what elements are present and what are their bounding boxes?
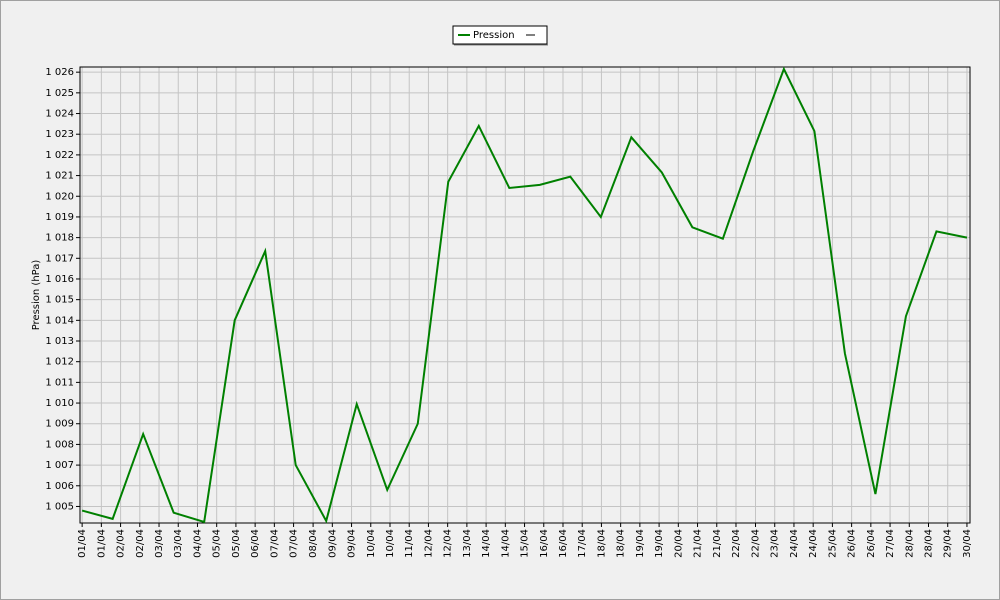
y-tick-label: 1 020 <box>45 191 74 202</box>
x-tick-label: 29/04 <box>943 529 954 558</box>
x-tick-label: 03/04 <box>173 529 184 558</box>
legend-box <box>452 25 548 45</box>
plot-border <box>79 66 971 524</box>
x-tick-label: 24/04 <box>808 529 819 558</box>
x-tick-label: 22/04 <box>751 529 762 558</box>
x-tick-label: 09/04 <box>327 529 338 558</box>
x-tick-label: 07/04 <box>289 529 300 558</box>
x-tick-label: 16/04 <box>539 529 550 558</box>
x-tick-label: 09/04 <box>347 529 358 558</box>
y-tick-label: 1 018 <box>45 233 74 244</box>
x-tick-label: 18/04 <box>596 529 607 558</box>
x-tick-label: 15/04 <box>520 529 531 558</box>
y-tick-label: 1 017 <box>45 253 74 264</box>
legend-label: Pression <box>473 30 515 41</box>
y-tick-label: 1 014 <box>45 315 74 326</box>
x-tick-label: 03/04 <box>154 529 165 558</box>
y-tick-label: 1 016 <box>45 274 74 285</box>
y-tick-label: 1 023 <box>45 129 74 140</box>
x-tick-label: 26/04 <box>866 529 877 558</box>
x-tick-label: 28/04 <box>904 529 915 558</box>
x-tick-label: 30/04 <box>962 529 973 558</box>
x-tick-label: 13/04 <box>462 529 473 558</box>
y-tick-label: 1 026 <box>45 67 74 78</box>
x-tick-label: 20/04 <box>673 529 684 558</box>
x-tick-label: 18/04 <box>616 529 627 558</box>
x-tick-label: 02/04 <box>135 529 146 558</box>
x-tick-label: 14/04 <box>481 529 492 558</box>
x-tick-label: 04/04 <box>192 529 203 558</box>
y-tick-label: 1 010 <box>45 398 74 409</box>
x-tick-label: 01/04 <box>77 529 88 558</box>
x-tick-label: 19/04 <box>635 529 646 558</box>
y-tick-label: 1 024 <box>45 109 74 120</box>
x-tick-label: 11/04 <box>404 529 415 558</box>
x-tick-label: 10/04 <box>385 529 396 558</box>
x-tick-label: 16/04 <box>558 529 569 558</box>
x-tick-label: 12/04 <box>423 529 434 558</box>
y-tick-label: 1 008 <box>45 439 74 450</box>
y-tick-label: 1 012 <box>45 357 74 368</box>
series-line <box>81 66 968 524</box>
x-tick-label: 02/04 <box>116 529 127 558</box>
x-tick-label: 25/04 <box>827 529 838 558</box>
x-tick-label: 01/04 <box>96 529 107 558</box>
x-tick-label: 24/04 <box>789 529 800 558</box>
y-tick-label: 1 019 <box>45 212 74 223</box>
y-tick-label: 1 007 <box>45 460 74 471</box>
x-tick-label: 10/04 <box>366 529 377 558</box>
x-tick-label: 28/04 <box>924 529 935 558</box>
x-tick-label: 19/04 <box>654 529 665 558</box>
x-tick-label: 22/04 <box>731 529 742 558</box>
y-tick-label: 1 011 <box>45 377 74 388</box>
x-tick-label: 17/04 <box>577 529 588 558</box>
y-tick-label: 1 013 <box>45 336 74 347</box>
x-tick-label: 21/04 <box>693 529 704 558</box>
y-tick-label: 1 021 <box>45 171 74 182</box>
y-axis-label: Pression (hPa) <box>31 260 42 331</box>
x-tick-label: 12/04 <box>443 529 454 558</box>
x-tick-label: 26/04 <box>847 529 858 558</box>
x-tick-label: 21/04 <box>712 529 723 558</box>
y-tick-label: 1 025 <box>45 88 74 99</box>
y-tick-label: 1 006 <box>45 481 74 492</box>
y-tick-label: 1 015 <box>45 295 74 306</box>
x-tick-label: 05/04 <box>212 529 223 558</box>
x-tick-label: 07/04 <box>269 529 280 558</box>
x-tick-label: 23/04 <box>770 529 781 558</box>
x-tick-label: 05/04 <box>231 529 242 558</box>
y-tick-label: 1 009 <box>45 419 74 430</box>
y-tick-label: 1 005 <box>45 501 74 512</box>
x-tick-label: 27/04 <box>885 529 896 558</box>
x-tick-label: 14/04 <box>500 529 511 558</box>
x-tick-label: 08/04 <box>308 529 319 558</box>
x-tick-label: 06/04 <box>250 529 261 558</box>
y-tick-label: 1 022 <box>45 150 74 161</box>
